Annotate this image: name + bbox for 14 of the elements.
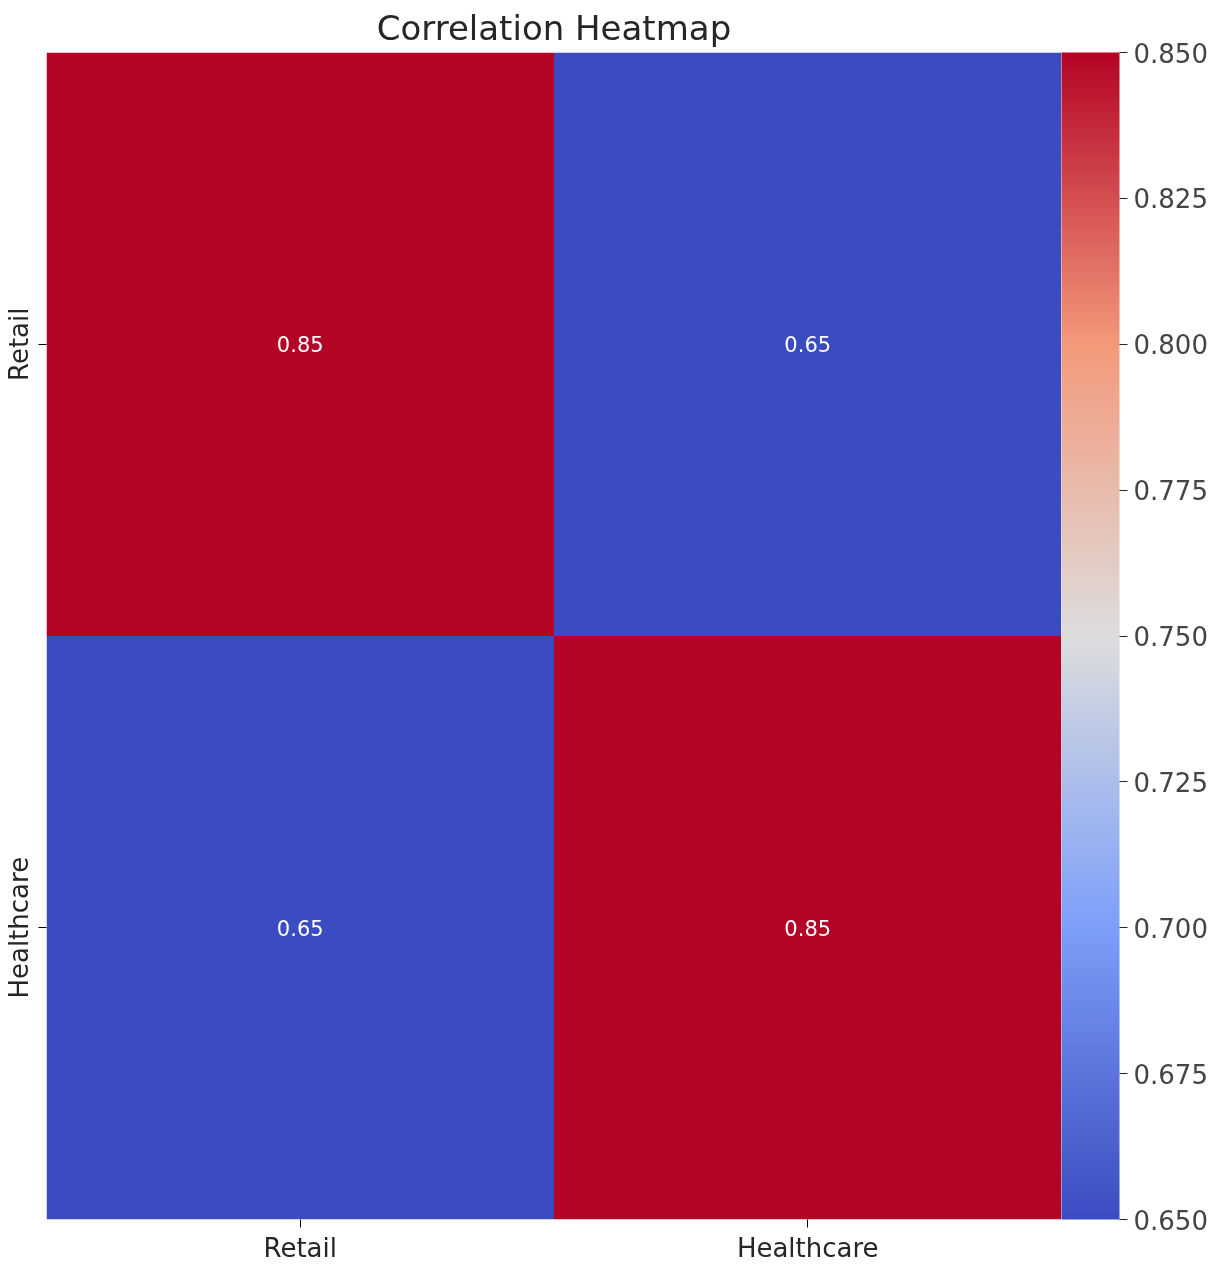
color-bar-label: 0.775	[1133, 476, 1208, 507]
color-bar-label: 0.650	[1133, 1205, 1208, 1236]
color-bar-label: 0.675	[1133, 1059, 1208, 1090]
color-bar-label: 0.800	[1133, 330, 1208, 361]
color-bar-label: 0.850	[1133, 38, 1208, 69]
data-label: 0.85	[276, 333, 324, 358]
color-bar-label: 0.700	[1133, 913, 1208, 944]
color-bar-label: 0.725	[1133, 767, 1208, 798]
data-label: 0.65	[276, 916, 324, 941]
color-bar-label: 0.825	[1133, 184, 1208, 215]
chart-title: Correlation Heatmap	[376, 7, 732, 48]
data-label: 0.65	[784, 333, 832, 358]
color-bar-label: 0.750	[1133, 622, 1208, 652]
data-label: 0.85	[784, 916, 832, 941]
